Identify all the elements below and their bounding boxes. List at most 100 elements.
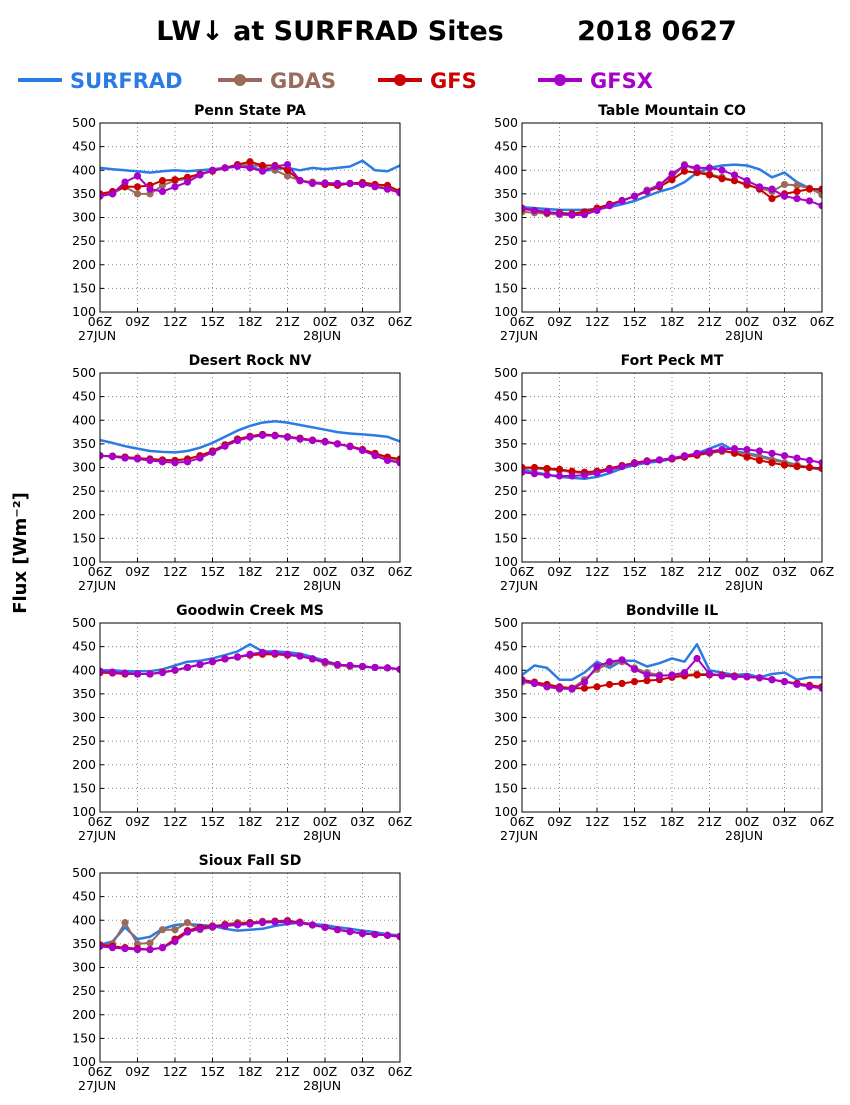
x-tick-label: 06Z [510, 564, 534, 579]
data-point-gfsx [755, 674, 764, 682]
x-tick-label: 12Z [585, 314, 609, 329]
data-point-gfsx [668, 671, 676, 679]
x-tick-label: 03Z [772, 814, 796, 829]
data-point-gfs [768, 459, 776, 467]
y-tick-label: 400 [72, 412, 96, 427]
data-point-gfs [133, 183, 142, 191]
data-point-gfsx [183, 458, 192, 466]
data-point-gfsx [693, 654, 701, 663]
x-tick-label: 12Z [163, 814, 187, 829]
data-point-gfsx [793, 195, 801, 203]
data-point-gfsx [522, 677, 526, 685]
y-tick-label: 350 [72, 436, 96, 451]
y-tick-label: 500 [72, 115, 96, 130]
data-point-gfsx [680, 452, 689, 460]
data-point-gfsx [221, 164, 229, 172]
x-tick-label: 21Z [275, 314, 299, 329]
data-point-gfsx [121, 454, 129, 462]
data-point-gfsx [522, 468, 526, 476]
x-tick-label: 06Z [510, 314, 534, 329]
y-tick-label: 100 [72, 804, 96, 819]
y-tick-label: 200 [72, 507, 96, 522]
data-point-gfsx [630, 460, 639, 468]
data-point-gfsx [371, 663, 379, 672]
series-line-surfrad [522, 163, 822, 212]
data-point-gfsx [358, 446, 367, 455]
x-date-label: 28JUN [303, 578, 341, 593]
x-tick-label: 09Z [125, 814, 149, 829]
y-tick-label: 350 [72, 186, 96, 201]
data-point-gfsx [643, 671, 651, 679]
data-point-gfsx [133, 670, 142, 678]
data-point-gfsx [208, 923, 217, 931]
data-point-gfsx [371, 183, 379, 191]
x-tick-label: 15Z [622, 564, 646, 579]
data-point-gfsx [530, 679, 539, 688]
data-point-gfsx [333, 660, 342, 669]
y-tick-label: 300 [72, 460, 96, 475]
data-point-gfsx [743, 673, 751, 681]
data-point-gfsx [271, 649, 279, 657]
data-point-gdas [283, 172, 292, 180]
data-point-gfsx [133, 172, 142, 180]
y-tick-label: 150 [72, 280, 96, 295]
data-point-gfsx [158, 187, 167, 196]
legend-marker [234, 74, 246, 86]
data-point-gfsx [755, 183, 764, 191]
y-tick-label: 500 [494, 115, 518, 130]
data-point-gfs [593, 683, 601, 691]
data-point-gfsx [346, 443, 354, 451]
x-tick-label: 00Z [735, 814, 759, 829]
data-point-gfsx [383, 931, 392, 939]
plot-frame [99, 622, 401, 813]
data-point-gfs [618, 679, 626, 688]
plot-frame [99, 122, 401, 313]
x-tick-label: 21Z [275, 1064, 299, 1079]
data-point-gfsx [605, 202, 614, 210]
series-group [522, 643, 822, 693]
data-point-gfsx [805, 456, 814, 465]
panel-goodwin-creek-ms: Goodwin Creek MS 06Z 09Z 12Z 15Z 18Z 21Z 00Z 03Z… [72, 603, 412, 843]
legend-label: SURFRAD [70, 69, 183, 93]
data-point-gfsx [296, 652, 304, 660]
x-tick-label: 09Z [547, 814, 571, 829]
legend-marker [394, 74, 406, 86]
data-point-gfs [258, 161, 267, 170]
x-tick-label: 00Z [313, 564, 337, 579]
x-tick-label: 15Z [200, 314, 224, 329]
data-point-gfs [605, 680, 614, 689]
y-tick-label: 300 [72, 710, 96, 725]
x-tick-label: 00Z [735, 564, 759, 579]
data-point-gfsx [680, 669, 689, 677]
data-point-gfsx [668, 454, 676, 462]
data-point-gdas [133, 190, 142, 198]
panel-title: Penn State PA [194, 103, 306, 119]
data-point-gfs [543, 464, 551, 473]
x-tick-label: 06Z [88, 314, 112, 329]
data-point-gfsx [171, 666, 179, 674]
x-tick-label: 00Z [313, 1064, 337, 1079]
y-tick-label: 150 [72, 780, 96, 795]
data-point-gfs [743, 453, 751, 461]
data-point-gfsx [530, 206, 539, 215]
x-tick-label: 09Z [125, 1064, 149, 1079]
series-group [100, 158, 400, 200]
data-point-gfsx [618, 197, 626, 205]
data-point-gdas [146, 939, 154, 947]
data-point-gfsx [308, 655, 317, 663]
data-point-gfsx [780, 452, 789, 460]
panel-title: Fort Peck MT [621, 353, 724, 369]
data-point-gfs [680, 167, 689, 175]
data-point-gfsx [246, 920, 254, 928]
series-group [100, 643, 400, 678]
data-point-gfsx [133, 945, 142, 954]
data-point-gdas [818, 191, 822, 199]
data-point-gfsx [371, 930, 379, 939]
data-point-gfsx [108, 944, 117, 952]
y-tick-label: 400 [494, 162, 518, 177]
data-point-gfsx [643, 458, 651, 466]
x-tick-label: 18Z [238, 564, 262, 579]
data-point-gdas [793, 181, 801, 189]
data-point-gfsx [208, 658, 217, 666]
